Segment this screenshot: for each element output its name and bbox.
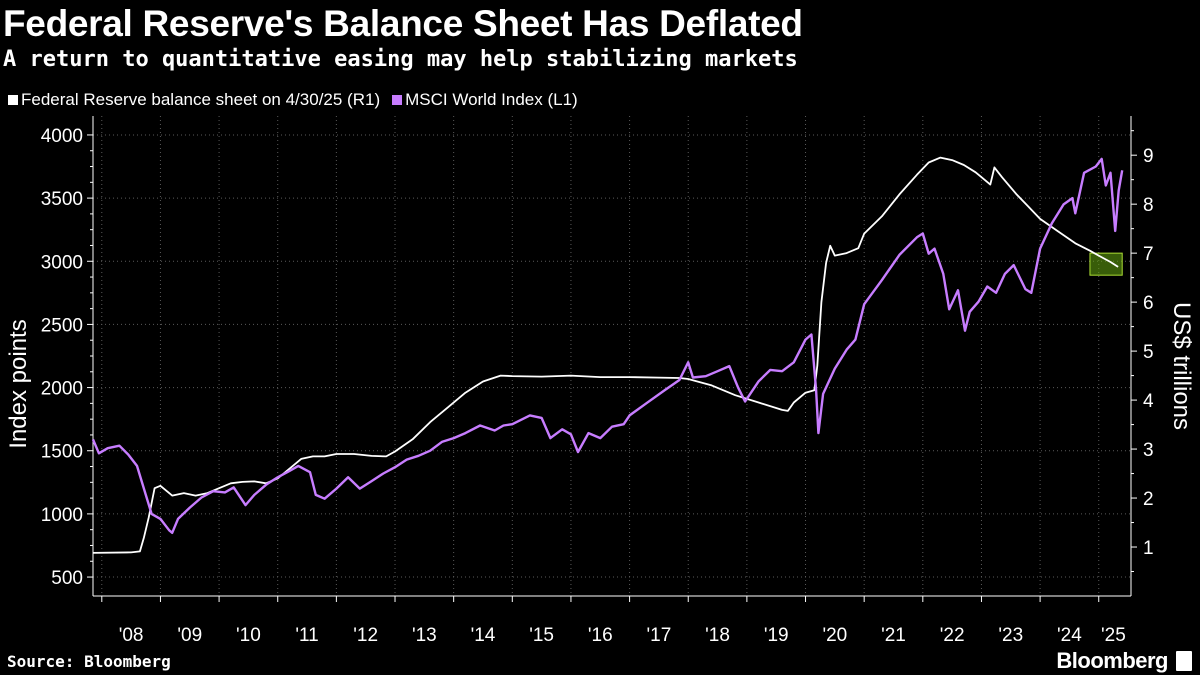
brand-logo: Bloomberg (1056, 648, 1192, 674)
right-tick-label: 2 (1143, 489, 1154, 510)
legend-label-msci-world: MSCI World Index (L1) (405, 90, 578, 109)
left-tick-label: 1000 (41, 505, 83, 526)
right-tick-label: 5 (1143, 342, 1154, 363)
x-tick-label: '23 (998, 625, 1023, 646)
left-tick-label: 1500 (41, 442, 83, 463)
bloomberg-logo-icon (1176, 651, 1192, 671)
x-tick-label: '14 (471, 625, 496, 646)
x-tick-label: '15 (529, 625, 554, 646)
left-tick-label: 2000 (41, 379, 83, 400)
x-tick-label: '20 (822, 625, 847, 646)
legend-label-fed-balance-sheet: Federal Reserve balance sheet on 4/30/25… (21, 90, 381, 109)
right-tick-label: 8 (1143, 195, 1154, 216)
highlight-box (1089, 252, 1123, 276)
x-tick-label: '11 (295, 625, 318, 646)
x-tick-label: '24 (1057, 625, 1082, 646)
chart-title: Federal Reserve's Balance Sheet Has Defl… (3, 3, 803, 44)
right-tick-label: 9 (1143, 146, 1154, 167)
left-tick-label: 3000 (41, 252, 83, 273)
left-tick-label: 3500 (41, 189, 83, 210)
right-tick-label: 1 (1143, 538, 1154, 559)
x-tick-label: '17 (647, 625, 672, 646)
legend-swatch-purple (392, 95, 403, 105)
source-note: Source: Bloomberg (7, 652, 171, 671)
x-tick-label: '19 (764, 625, 789, 646)
series-line-fed-balance-sheet (92, 156, 1119, 554)
right-tick-label: 3 (1143, 440, 1154, 461)
right-tick-label: 6 (1143, 293, 1154, 314)
right-axis-title: US$ trillions (1168, 302, 1195, 430)
x-tick-label: '22 (940, 625, 965, 646)
legend-item-msci-world: MSCI World Index (L1) (392, 90, 578, 110)
left-tick-label: 500 (51, 568, 83, 589)
right-tick-label: 4 (1143, 391, 1154, 412)
left-axis-title: Index points (5, 319, 32, 448)
legend-item-fed-balance-sheet: Federal Reserve balance sheet on 4/30/25… (8, 90, 380, 110)
x-tick-label: '16 (588, 625, 613, 646)
x-tick-label: '18 (705, 625, 730, 646)
x-tick-label: '25 (1101, 625, 1126, 646)
x-tick-label: '08 (119, 625, 144, 646)
x-tick-label: '12 (353, 625, 378, 646)
x-tick-label: '21 (881, 625, 906, 646)
left-tick-label: 4000 (41, 126, 83, 147)
x-tick-label: '13 (412, 625, 437, 646)
x-tick-label: '09 (177, 625, 202, 646)
x-tick-label: '10 (236, 625, 261, 646)
chart-subtitle: A return to quantitative easing may help… (3, 47, 798, 72)
right-tick-label: 7 (1143, 244, 1154, 265)
series-line-msci-world (91, 157, 1124, 534)
left-tick-label: 2500 (41, 315, 83, 336)
legend: Federal Reserve balance sheet on 4/30/25… (8, 90, 590, 110)
legend-swatch-white (8, 95, 18, 105)
brand-name: Bloomberg (1056, 648, 1168, 673)
